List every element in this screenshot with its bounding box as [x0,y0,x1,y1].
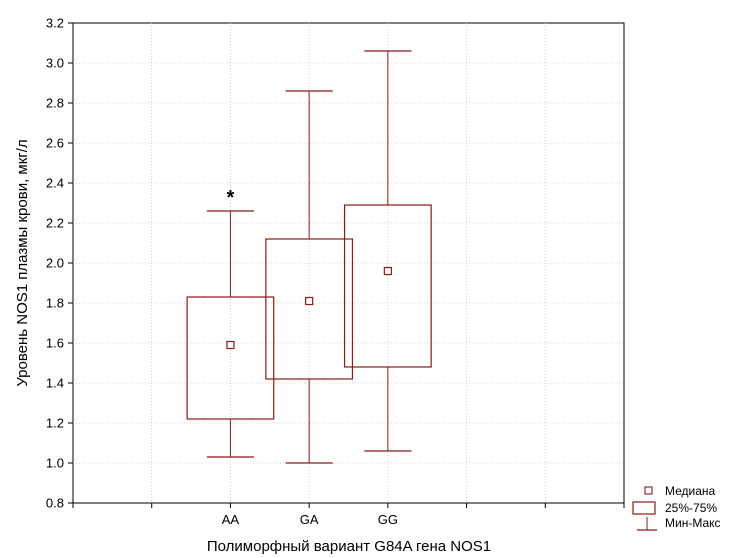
x-axis-ticks: AA GA GG [72,503,625,527]
median-marker [305,296,314,306]
x-tick-label: AA [222,512,240,527]
y-tick-label: 3.0 [46,56,64,71]
x-axis-label: Полиморфный вариант G84A гена NOS1 [207,538,491,555]
y-tick-label: 1.6 [46,336,64,351]
legend-label: Медиана [665,484,716,498]
legend-label: Мин-Макс [665,516,721,530]
significance-asterisk: * [227,187,235,209]
y-tick-label: 1.4 [46,376,64,391]
legend-label: 25%-75% [665,501,717,515]
y-tick-label: 3.2 [46,16,64,31]
y-tick-label: 2.4 [46,176,64,191]
x-tick-label: GA [300,512,319,527]
box-series: * [186,50,432,464]
y-tick-label: 1.0 [46,456,64,471]
y-tick-label: 1.8 [46,296,64,311]
iqr-box [186,296,275,420]
y-tick-label: 2.8 [46,96,64,111]
legend: Медиана 25%-75%Мин-Макс [632,484,721,531]
median-marker [383,266,392,276]
y-tick-label: 0.8 [46,496,64,511]
y-axis-ticks: 0.8 1.0 1.2 1.4 1.6 1.8 2.0 2.2 2.4 2.6 2.8 3.0 3.2 [46,16,73,511]
y-tick-label: 2.6 [46,136,64,151]
box-ga [265,90,354,464]
median-marker [226,340,235,350]
legend-median-symbol [644,486,653,495]
y-tick-label: 1.2 [46,416,64,431]
iqr-box [343,204,432,368]
box-gg [343,50,432,452]
y-axis-label: Уровень NOS1 плазмы крови, мкг/л [14,139,31,386]
y-tick-label: 2.2 [46,216,64,231]
x-tick-label: GG [378,512,398,527]
y-tick-label: 2.0 [46,256,64,271]
box-aa: * [186,187,275,458]
legend-box-symbol [632,501,656,515]
iqr-box [265,238,354,380]
